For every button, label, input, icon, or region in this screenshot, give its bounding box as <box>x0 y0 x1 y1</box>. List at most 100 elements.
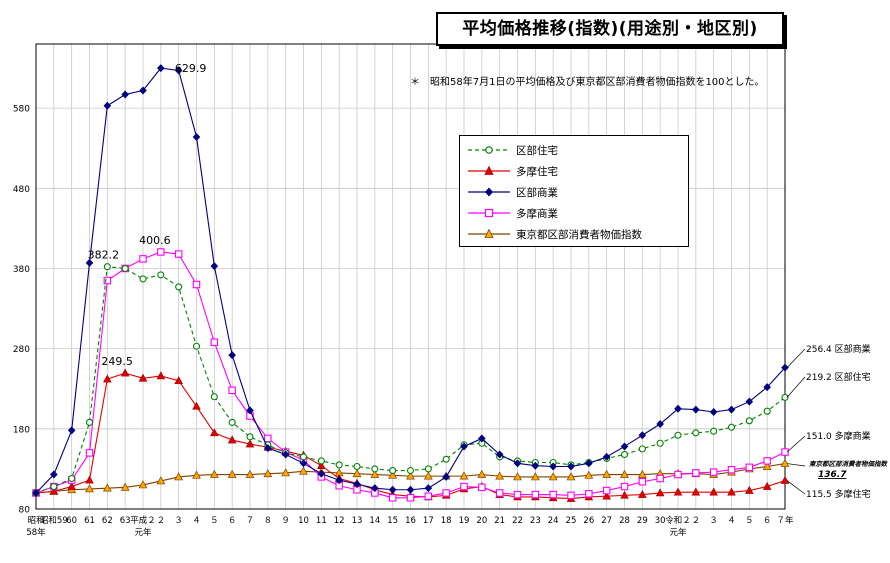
end-label: 東京都区部消費者物価指数 <box>809 460 889 468</box>
data-point <box>227 435 237 444</box>
data-point <box>442 489 450 497</box>
x-tick-label: 29 <box>637 516 648 526</box>
data-point <box>264 434 272 443</box>
data-point <box>192 470 201 479</box>
end-label-value: 136.7 <box>818 470 847 480</box>
data-point <box>602 469 612 478</box>
data-point <box>370 469 380 478</box>
x-tick-label: 昭和59 <box>40 516 68 526</box>
x-tick-label: ５ <box>745 516 754 526</box>
data-point <box>549 462 557 471</box>
data-point <box>174 250 183 258</box>
data-point <box>460 482 468 491</box>
y-tick-label: 80 <box>19 506 31 516</box>
data-point <box>692 469 700 477</box>
data-point <box>602 491 611 500</box>
legend: 区部住宅 多摩住宅 区部商業 多摩商業 東京都区部消費者物価指数 <box>459 135 689 247</box>
x-tick-label: 令和２元年 <box>665 515 691 538</box>
x-tick-label: ２ <box>157 516 166 526</box>
data-point <box>281 468 291 477</box>
data-point <box>67 426 76 435</box>
data-point <box>299 466 308 475</box>
legend-item-ku-housing: 区部住宅 <box>466 140 558 160</box>
x-tick-label: 21 <box>494 516 505 526</box>
data-point <box>745 397 754 406</box>
data-point <box>513 490 522 499</box>
data-point <box>655 488 665 497</box>
data-point <box>352 468 362 478</box>
data-point <box>174 66 183 75</box>
data-point <box>763 457 771 465</box>
data-point <box>424 492 433 500</box>
x-tick-label: 17 <box>423 516 434 526</box>
data-point <box>388 494 397 502</box>
data-point <box>566 472 576 481</box>
data-point <box>620 450 629 459</box>
data-point <box>210 262 219 271</box>
data-point <box>709 468 718 476</box>
x-tick-label: ９ <box>281 516 290 526</box>
data-point <box>567 491 575 500</box>
data-point <box>139 275 147 283</box>
data-point <box>674 470 682 479</box>
data-point <box>263 468 273 478</box>
data-point <box>210 338 219 346</box>
end-label: 151.0 多摩商業 <box>806 430 871 442</box>
x-tick-label: ４ <box>727 516 736 526</box>
y-tick-label: 180 <box>13 425 30 435</box>
peak-label: 400.6 <box>139 234 171 247</box>
end-label: 115.5 多摩住宅 <box>806 488 871 500</box>
data-point <box>763 407 771 415</box>
data-point <box>656 474 664 483</box>
x-tick-label: 24 <box>548 516 559 526</box>
data-point <box>103 276 112 285</box>
x-tick-label: 62 <box>102 516 113 526</box>
data-point <box>281 450 290 459</box>
x-tick-label: 60 <box>66 516 77 526</box>
x-tick-label: 27 <box>601 516 612 526</box>
data-point <box>406 485 415 494</box>
x-tick-label: 25 <box>566 516 577 526</box>
data-point <box>781 363 789 372</box>
chart-note: ＊ 昭和58年7月1日の平均価格及び東京都区部消費者物価指数を100とした。 <box>410 77 765 88</box>
data-point <box>174 376 183 385</box>
x-tick-label: ８ <box>264 516 273 526</box>
data-point <box>210 393 218 401</box>
x-tick-label: 23 <box>530 516 541 526</box>
data-point <box>638 431 647 440</box>
plot-frame <box>35 43 786 510</box>
data-point <box>567 462 575 471</box>
data-point <box>691 487 701 496</box>
grid <box>35 44 786 510</box>
leader-line <box>786 480 806 495</box>
x-tick-label: 10 <box>298 516 309 526</box>
data-point <box>674 404 682 413</box>
x-tick-label: 14 <box>369 516 380 526</box>
data-point <box>530 472 540 481</box>
data-point <box>121 90 129 99</box>
legend-label-ku-housing: 区部住宅 <box>516 144 558 157</box>
data-point <box>50 470 58 479</box>
legend-key-tama-housing <box>468 165 510 175</box>
x-tick-label: 22 <box>512 516 523 526</box>
data-point <box>156 476 166 485</box>
data-point <box>192 401 201 410</box>
x-tick-label: ７ <box>246 516 255 526</box>
data-point <box>781 393 789 401</box>
leader-line <box>786 463 806 467</box>
x-tick-label: 63 <box>120 516 131 526</box>
data-point <box>423 471 433 480</box>
x-tick-label: 11 <box>316 516 327 526</box>
data-point <box>513 459 522 468</box>
data-point <box>638 477 647 486</box>
data-point <box>49 486 59 495</box>
data-point <box>175 283 183 291</box>
data-point <box>264 444 272 453</box>
leader-line <box>786 376 806 398</box>
data-point <box>388 485 397 494</box>
data-point <box>317 457 325 465</box>
data-point <box>495 489 504 497</box>
data-point <box>317 469 326 478</box>
legend-key-ku-commercial <box>468 187 510 197</box>
